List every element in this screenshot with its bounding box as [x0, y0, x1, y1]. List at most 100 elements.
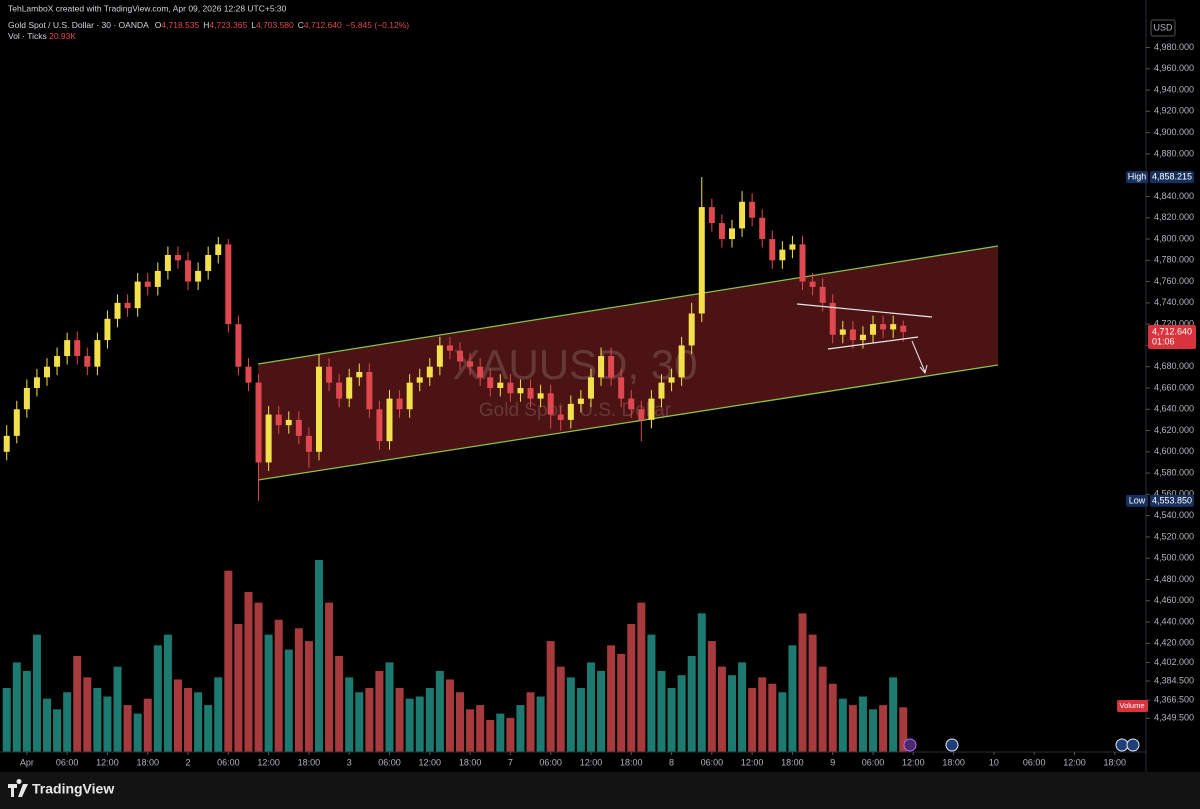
volume-bar: [425, 688, 434, 752]
candle-body: [94, 340, 101, 367]
candle-body: [33, 377, 40, 388]
channel-fill: [258, 246, 998, 480]
candle-body: [346, 377, 353, 399]
candle-body: [64, 340, 71, 357]
y-tick-label: 4,800.000: [1154, 233, 1194, 243]
triangle-bottom: [827, 336, 919, 350]
x-tick-label: 18:00: [620, 757, 643, 767]
x-tick-label: 18:00: [781, 757, 804, 767]
volume-bar: [83, 677, 92, 752]
logo[interactable]: [8, 779, 28, 797]
volume-bar: [2, 688, 11, 752]
event-icon[interactable]: [1115, 738, 1129, 752]
candle-body: [23, 387, 30, 410]
y-tick-label: 4,960.000: [1154, 63, 1194, 73]
event-icon[interactable]: [945, 738, 959, 752]
x-tick-label: 18:00: [136, 757, 159, 767]
currency: USD: [1153, 22, 1173, 32]
candle-body: [537, 393, 544, 399]
volume-bar: [294, 628, 303, 752]
x-tick-label: 9: [830, 757, 835, 767]
x-tick-label: 18:00: [1104, 757, 1127, 767]
arrow: [911, 340, 926, 373]
x-tick-label: 12:00: [741, 757, 764, 767]
volume-bar: [335, 656, 344, 752]
x-tick-label: 7: [508, 757, 513, 767]
badge-label: High: [1128, 171, 1147, 181]
candle-body: [769, 239, 776, 261]
volume-bar: [345, 677, 354, 752]
volume-bar: [496, 713, 505, 752]
x-tick-label: 12:00: [419, 757, 442, 767]
ohlc-value: 4,718.535: [161, 20, 199, 30]
volume-bar: [103, 696, 112, 752]
y-tick-label: 4,780.000: [1154, 255, 1194, 265]
x-tick-label: 12:00: [96, 757, 119, 767]
candle-body: [527, 387, 534, 399]
candle-body: [467, 361, 474, 367]
event-icon[interactable]: [1126, 738, 1140, 752]
volume-bar: [828, 683, 837, 752]
ohlc-value: 4,703.580: [256, 20, 294, 30]
candle-body: [497, 382, 504, 388]
volume-bar: [576, 688, 585, 752]
candle-body: [134, 281, 141, 309]
candle-body: [859, 334, 866, 341]
volume-bar: [768, 683, 777, 752]
candle-body: [890, 324, 897, 330]
x-tick-label: 06:00: [56, 757, 79, 767]
volume-bar: [73, 656, 82, 752]
volume-bar: [818, 666, 827, 752]
x-tick-label: 18:00: [942, 757, 965, 767]
volume-bar: [22, 670, 31, 752]
volume-bar: [506, 717, 515, 752]
y-tick-label: 4,740.000: [1154, 297, 1194, 307]
volume-bar: [627, 624, 636, 752]
candle-body: [285, 419, 292, 426]
candle-body: [255, 382, 262, 463]
candle-body: [3, 435, 10, 452]
candle-body: [839, 329, 846, 335]
x-tick-label: 06:00: [539, 757, 562, 767]
x-tick-label: 8: [669, 757, 674, 767]
y-tick-label: 4,384.500: [1154, 675, 1194, 685]
y-tick-label: 4,440.000: [1154, 616, 1194, 626]
candle-body: [577, 398, 584, 404]
badge-value: 4,858.215: [1152, 171, 1192, 181]
x-tick-label: 06:00: [1023, 757, 1046, 767]
currency-box[interactable]: [1150, 19, 1176, 37]
volume-bar: [365, 688, 374, 752]
candle-body: [44, 366, 51, 378]
volume-bar: [163, 634, 172, 752]
y-tick-label: 4,920.000: [1154, 106, 1194, 116]
volume-bar: [133, 713, 142, 752]
x-tick-label: 12:00: [580, 757, 603, 767]
badge-value: 4,553.850: [1152, 495, 1192, 505]
volume-legend: Vol · Ticks 20.93K: [8, 31, 76, 41]
ohlc-value: 4,723.365: [209, 20, 247, 30]
volume-bar: [607, 645, 616, 752]
y-tick-label: 4,402.000: [1154, 657, 1194, 667]
volume-bar: [32, 634, 41, 752]
candle-body: [376, 409, 383, 442]
y-tick-label: 4,940.000: [1154, 84, 1194, 94]
volume-bar: [123, 705, 132, 752]
x-tick-label: 12:00: [257, 757, 280, 767]
last-price: 4,712.640: [1152, 326, 1192, 336]
candle-body: [154, 270, 161, 287]
volume-bar: [838, 698, 847, 752]
volume-bar: [194, 692, 203, 752]
volume-bar: [516, 705, 525, 752]
y-tick-label: 4,840.000: [1154, 191, 1194, 201]
event-icon[interactable]: [903, 738, 917, 752]
candle-body: [668, 377, 675, 383]
brand[interactable]: TradingView: [32, 781, 114, 797]
candle-body: [849, 329, 856, 341]
x-tick-label: 06:00: [701, 757, 724, 767]
volume-bar: [445, 679, 454, 752]
volume-bar: [264, 634, 273, 752]
volume-bar: [727, 675, 736, 752]
candle-body: [457, 350, 464, 362]
candle-body: [598, 356, 605, 378]
